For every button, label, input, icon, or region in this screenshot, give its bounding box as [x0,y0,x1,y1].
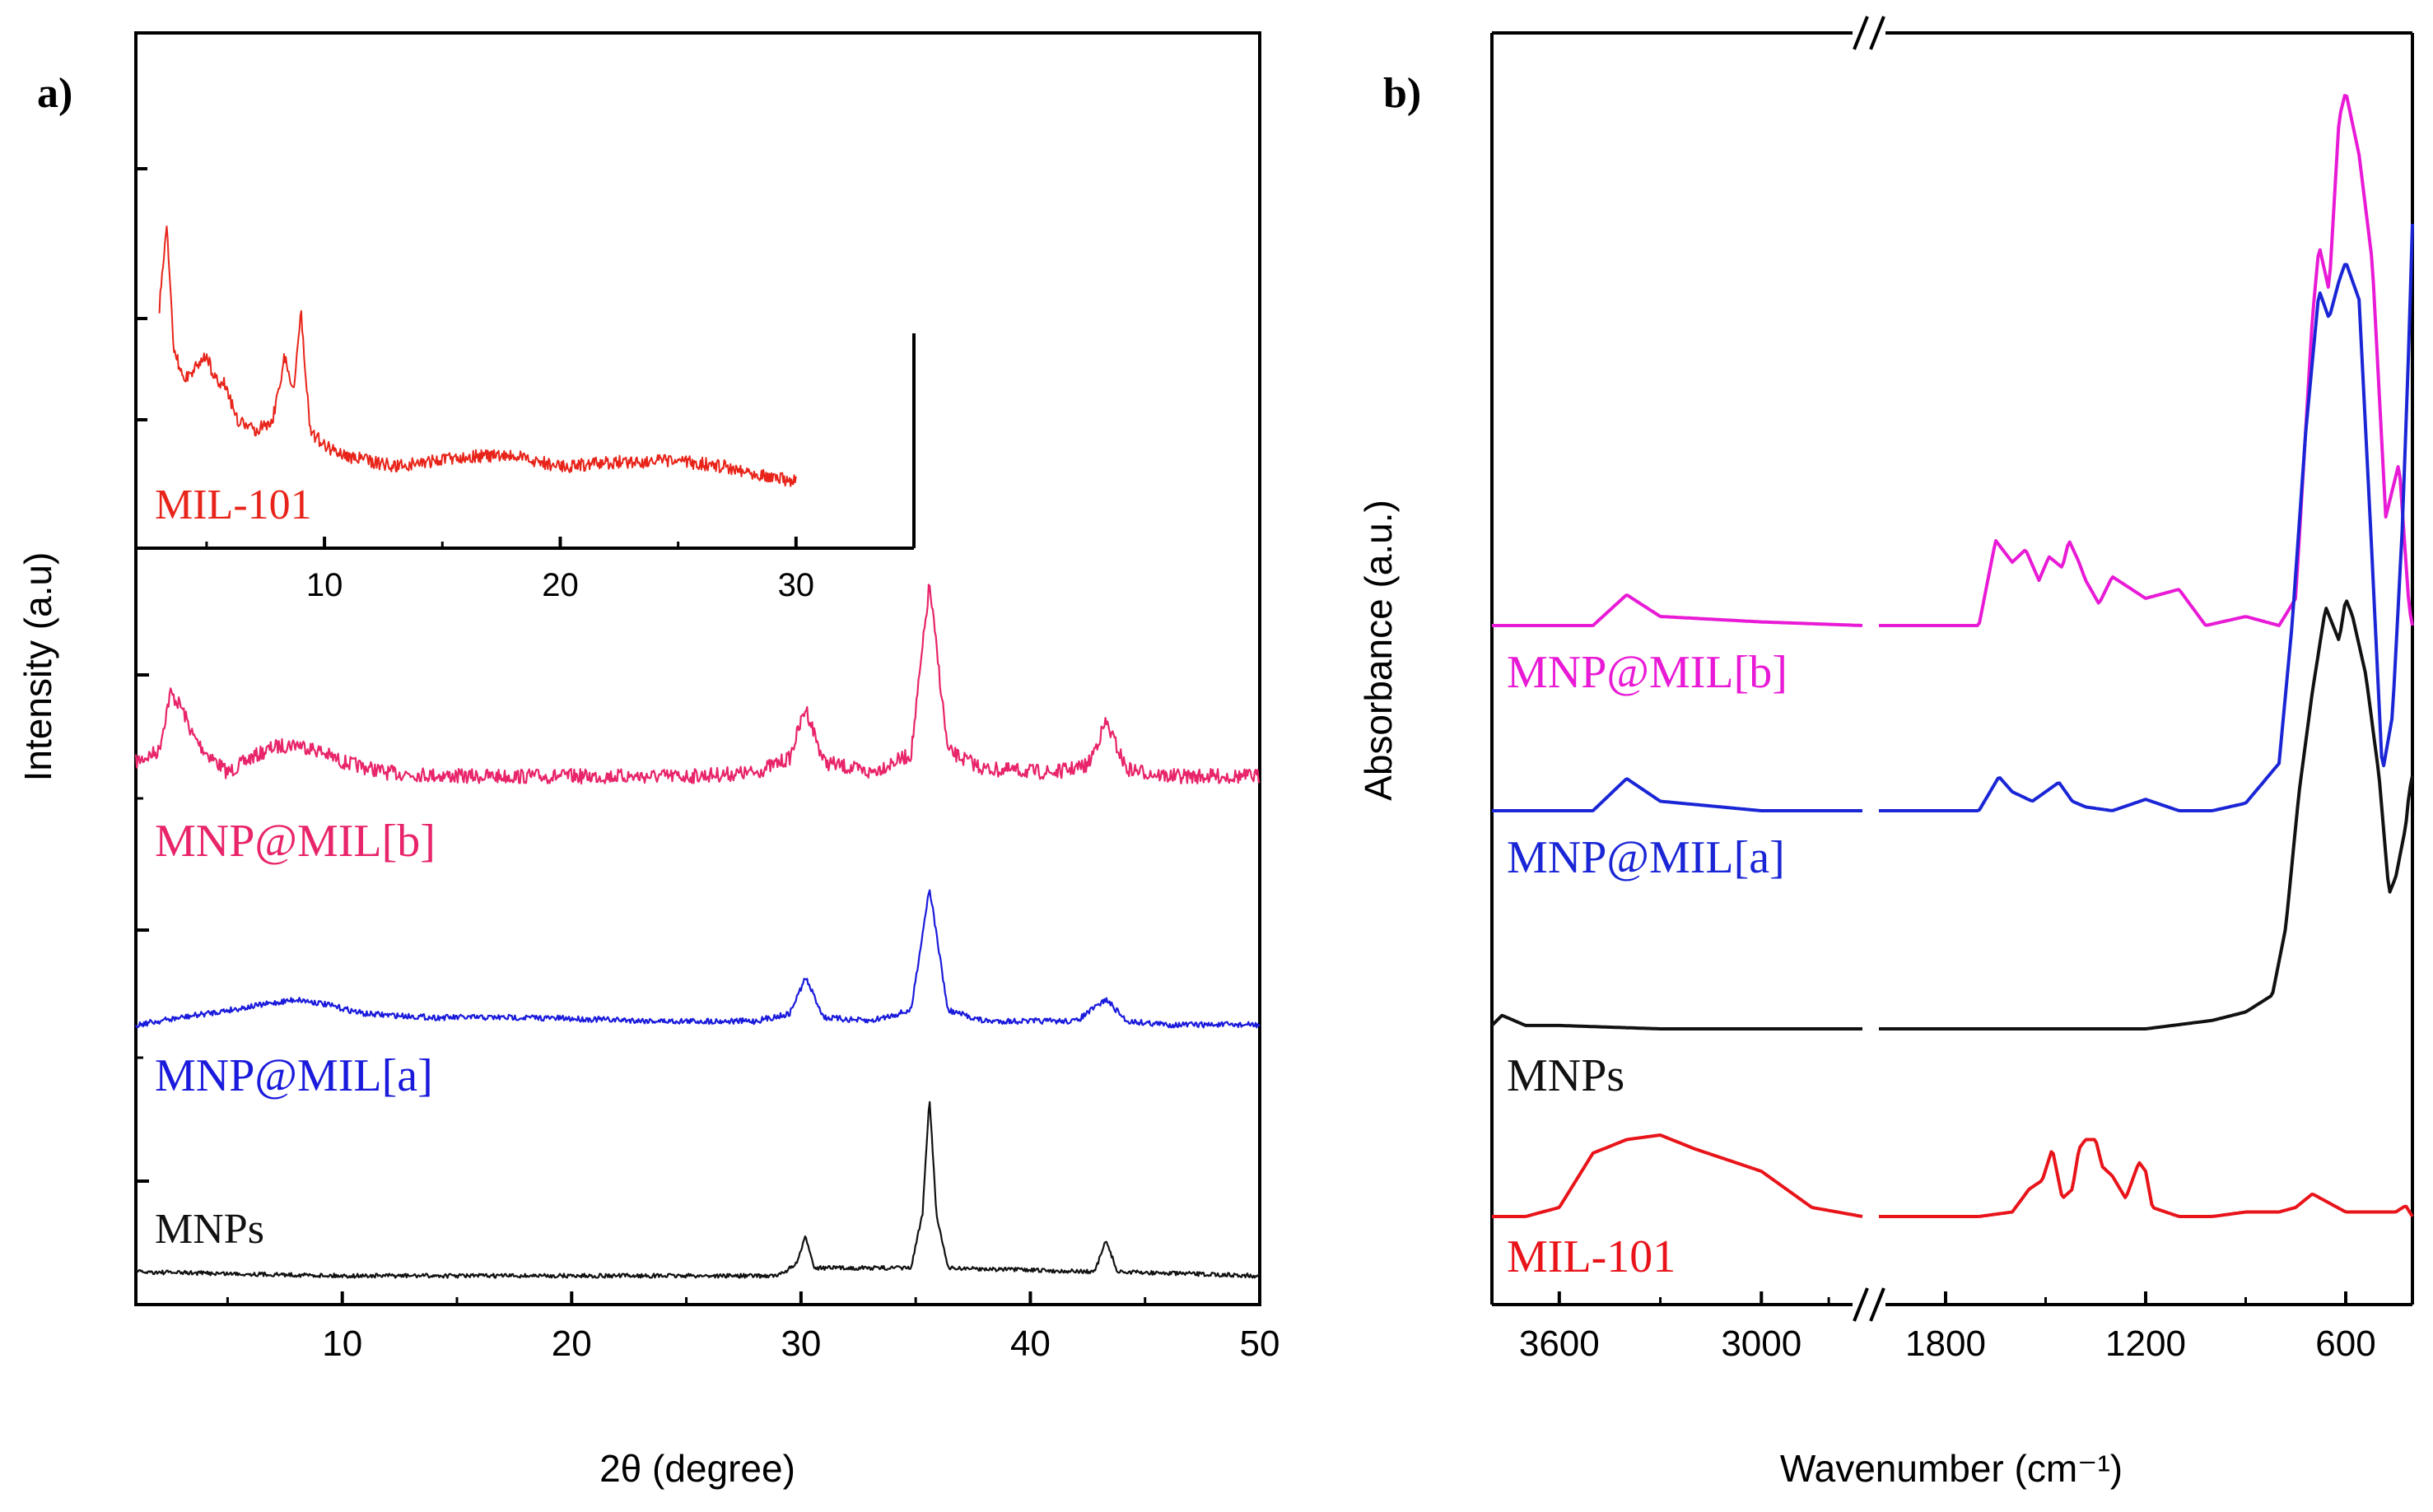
a-x-tick-label: 10 [322,1324,362,1364]
panel-b-x-axis-label: Wavenumber (cm⁻¹) [1780,1447,2123,1490]
b-x-tick-label: 1200 [2105,1324,2186,1364]
inset-axes [136,333,916,550]
panel-a-y-axis-label: Intensity (a.u) [16,552,59,782]
panel-b-y-axis-label: Absorbance (a.u.) [1357,500,1400,801]
a-x-tick-label: 50 [1240,1324,1280,1364]
b-series-line-3 [1491,1133,2414,1218]
inset-label-mil-101: MIL-101 [155,482,312,528]
panel-a-plot-frame [134,31,1261,1306]
inset-series [158,226,797,487]
a-series-line-0 [134,584,1261,785]
panel-a-x-ticks: 10 20 30 40 50 [226,1291,1280,1364]
a-x-tick-label: 40 [1010,1324,1051,1364]
panel-a-x-axis-label: 2θ (degree) [599,1447,795,1490]
b-x-tick-label: 3600 [1519,1324,1600,1364]
panel-b-label-mnp-mil-b: MNP@MIL[b] [1507,647,1787,698]
panel-a-label-mnps: MNPs [155,1206,264,1253]
a-x-tick-label: 20 [552,1324,592,1364]
panel-b-series [1490,94,2414,1218]
b-series-line-2 [1490,599,2414,1030]
panel-b-label: b) [1383,70,1421,117]
panel-a-label-mnp-mil-b: MNP@MIL[b] [155,816,436,867]
b-series-line-0 [1491,94,2414,627]
panel-b-label-mil-101: MIL-101 [1507,1231,1676,1282]
inset-x-tick-label: 20 [542,567,579,603]
axis-break-marks [1853,16,1885,1322]
panel-b-label-mnp-mil-a: MNP@MIL[a] [1507,832,1785,883]
inset-y-ticks [136,167,147,421]
panel-a-label-mnp-mil-a: MNP@MIL[a] [155,1050,433,1101]
inset-x-tick-label: 30 [778,567,815,603]
panel-b-x-ticks: 3600 3000 1800 1200 600 [1519,1291,2376,1364]
panel-b-label-mnps: MNPs [1507,1050,1624,1101]
b-series-line-1 [1491,223,2414,812]
panel-a-label: a) [37,70,72,117]
a-series-line-1 [135,889,1261,1029]
b-x-tick-label: 1800 [1905,1324,1986,1364]
panel-a-y-ticks [136,673,149,1183]
inset-series-line-0 [158,226,797,487]
inset-x-ticks: 10 20 30 [205,537,815,603]
a-x-tick-label: 30 [781,1324,821,1364]
b-x-tick-label: 600 [2315,1324,2375,1364]
a-series-line-2 [135,1100,1260,1279]
panel-a-series [134,584,1261,1279]
inset-x-tick-label: 10 [306,567,343,603]
b-x-tick-label: 3000 [1721,1324,1801,1364]
